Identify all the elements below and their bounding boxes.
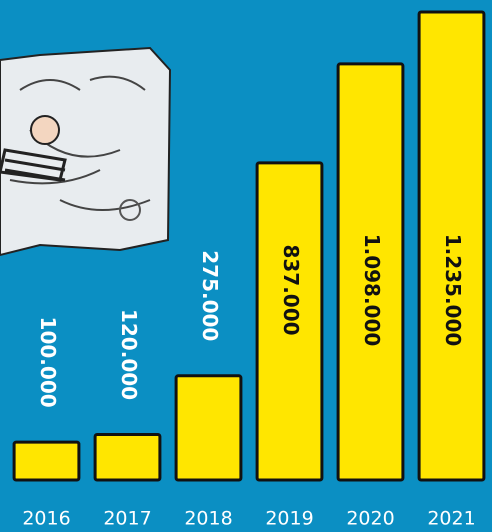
x-tick-label: 2021 <box>427 508 475 530</box>
bar <box>255 161 324 482</box>
value-label: 837.000 <box>279 244 303 335</box>
value-label: 120.000 <box>117 309 141 400</box>
bar <box>174 374 243 482</box>
illustration <box>0 46 172 257</box>
bar <box>336 62 405 482</box>
plot: 100.000 2016 120.000 2017 275.000 2018 837.000… <box>12 10 486 530</box>
value-label: 1.098.000 <box>360 234 384 347</box>
x-tick-label: 2017 <box>103 508 151 530</box>
bar <box>417 10 486 482</box>
x-tick-label: 2018 <box>184 508 232 530</box>
value-label: 275.000 <box>198 250 222 341</box>
x-tick-label: 2019 <box>265 508 313 530</box>
bar <box>12 440 81 482</box>
value-label: 100.000 <box>36 317 60 408</box>
value-label: 1.235.000 <box>441 234 465 347</box>
x-tick-label: 2016 <box>22 508 70 530</box>
x-tick-label: 2020 <box>346 508 394 530</box>
bar <box>93 433 162 482</box>
